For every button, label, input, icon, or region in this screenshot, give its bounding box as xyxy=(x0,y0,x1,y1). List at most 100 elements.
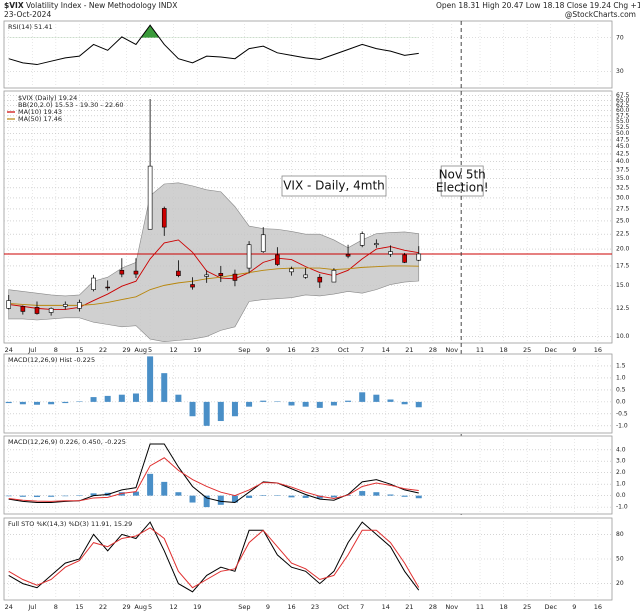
histogram-bar xyxy=(19,495,26,497)
histogram-bar xyxy=(5,401,12,404)
x-tick-label: 9 xyxy=(266,346,270,354)
histogram-bar xyxy=(359,491,366,496)
candle-body xyxy=(119,270,125,275)
y-tick-label: 37.5 xyxy=(616,166,630,173)
y-tick-label: 22.5 xyxy=(616,231,630,238)
histogram-bar xyxy=(274,401,281,402)
y-tick-label: -0.5 xyxy=(616,410,628,417)
x-tick-label: 24 xyxy=(5,603,13,611)
y-tick-label: 25.0 xyxy=(616,217,630,224)
histogram-bar xyxy=(217,495,224,505)
y-tick-label: 42.5 xyxy=(616,150,630,157)
histogram-bar xyxy=(401,495,408,497)
y-tick-label: 60.0 xyxy=(616,107,630,114)
histogram-bar xyxy=(401,401,408,405)
series-line xyxy=(8,527,420,589)
y-tick-label: 52.5 xyxy=(616,124,630,131)
candle-body xyxy=(190,284,195,288)
quote: Open 18.31 High 20.47 Low 18.18 Close 19… xyxy=(436,1,640,10)
date: 23-Oct-2024 xyxy=(4,10,51,19)
histogram-bar xyxy=(387,399,394,402)
candle-body xyxy=(331,270,337,283)
histogram-bar xyxy=(189,401,196,417)
x-tick-label: 19 xyxy=(193,603,201,611)
y-tick-label: 65.0 xyxy=(616,97,630,104)
histogram-bar xyxy=(161,373,168,402)
panel-frame xyxy=(3,353,613,434)
y-tick-label: 4.0 xyxy=(616,446,626,453)
y-tick-label: 0.0 xyxy=(616,398,626,405)
histogram-bar xyxy=(19,401,26,405)
x-tick-label: 15 xyxy=(75,346,83,354)
candle-body xyxy=(303,274,308,278)
histogram-bar xyxy=(373,492,380,496)
y-tick-label: 1.0 xyxy=(616,374,626,381)
histogram-bar xyxy=(260,495,267,496)
series-line xyxy=(8,521,420,593)
y-tick-label: 12.5 xyxy=(616,305,630,312)
histogram-bar xyxy=(330,401,337,406)
histogram-bar xyxy=(118,492,125,496)
x-tick-label: 28 xyxy=(429,603,437,611)
candle-body xyxy=(62,304,68,307)
histogram-bar xyxy=(76,495,83,496)
y-tick-label: 47.5 xyxy=(616,136,630,143)
candle-body xyxy=(204,274,209,277)
y-tick-label: 3.0 xyxy=(616,458,626,465)
symbol-name: Volatility Index - New Methodology INDX xyxy=(26,1,177,10)
histogram-bar xyxy=(90,493,97,496)
y-tick-label: 2.0 xyxy=(616,469,626,476)
candle-body xyxy=(176,270,181,276)
legend-entry: MA(10) 19.43 xyxy=(18,108,62,116)
candle-body xyxy=(147,165,153,230)
x-tick-label: Oct xyxy=(338,346,350,354)
x-tick-label: 16 xyxy=(287,603,295,611)
x-tick-label: 18 xyxy=(499,346,507,354)
x-tick-label: 5 xyxy=(148,603,152,611)
x-tick-label: 16 xyxy=(594,603,602,611)
candle-body xyxy=(91,277,96,290)
y-tick-label: 45.0 xyxy=(616,143,630,150)
candle-body xyxy=(34,307,40,314)
histogram-bar xyxy=(48,401,55,405)
x-tick-label: 7 xyxy=(360,346,364,354)
y-tick-label: 67.5 xyxy=(616,92,630,99)
candle-body xyxy=(388,251,393,255)
candle-body xyxy=(345,253,351,257)
y-tick-label: 1.5 xyxy=(616,362,626,369)
histogram-bar xyxy=(161,481,168,496)
x-tick-label: 7 xyxy=(360,603,364,611)
x-tick-label: 8 xyxy=(54,346,58,354)
histogram-bar xyxy=(373,394,380,402)
histogram-bar xyxy=(288,495,295,498)
y-tick-label: 10.0 xyxy=(616,333,630,340)
candle-body xyxy=(275,254,280,265)
annotation: Election! xyxy=(436,181,489,195)
candle-body xyxy=(260,234,266,252)
histogram-bar xyxy=(288,401,295,406)
histogram-bar xyxy=(316,401,323,408)
x-tick-label: 29 xyxy=(122,603,130,611)
candle-body xyxy=(416,253,422,261)
y-tick-label: 70 xyxy=(616,34,624,41)
moving-average xyxy=(8,265,419,306)
y-tick-label: 55.0 xyxy=(616,118,630,125)
x-tick-label: Jul xyxy=(27,346,36,354)
annotation: VIX - Daily, 4mth xyxy=(283,179,385,193)
candle-body xyxy=(6,300,12,309)
histogram-bar xyxy=(5,495,12,497)
y-tick-label: 80 xyxy=(616,531,624,538)
histogram-bar xyxy=(147,473,154,496)
x-tick-label: Oct xyxy=(338,603,350,611)
candle-body xyxy=(374,243,379,246)
y-tick-label: 35.0 xyxy=(616,175,630,182)
y-tick-label: 0.0 xyxy=(616,492,626,499)
x-tick-label: Sep xyxy=(238,603,250,611)
x-tick-label: Dec xyxy=(544,346,557,354)
x-tick-label: 15 xyxy=(75,603,83,611)
histogram-bar xyxy=(345,400,352,402)
histogram-bar xyxy=(387,494,394,496)
y-tick-label: 62.5 xyxy=(616,102,630,109)
y-tick-label: 15.0 xyxy=(616,282,630,289)
